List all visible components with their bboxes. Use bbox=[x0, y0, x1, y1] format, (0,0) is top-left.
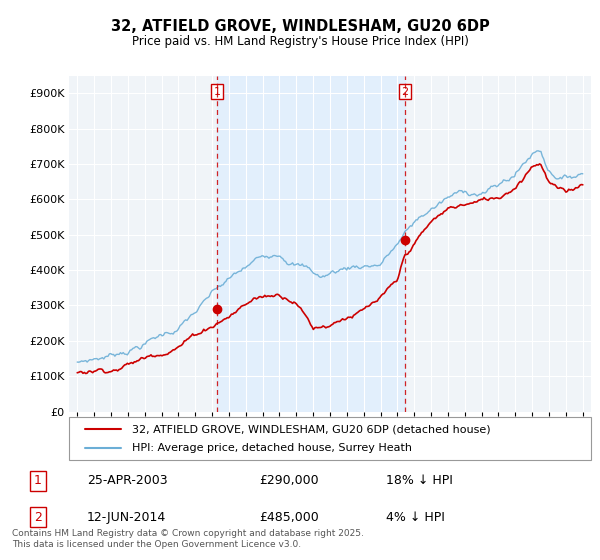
Text: 12-JUN-2014: 12-JUN-2014 bbox=[87, 511, 166, 524]
Text: £485,000: £485,000 bbox=[260, 511, 319, 524]
Text: £290,000: £290,000 bbox=[260, 474, 319, 487]
Text: 18% ↓ HPI: 18% ↓ HPI bbox=[386, 474, 453, 487]
Text: 1: 1 bbox=[214, 86, 221, 96]
FancyBboxPatch shape bbox=[69, 417, 591, 460]
Text: 32, ATFIELD GROVE, WINDLESHAM, GU20 6DP (detached house): 32, ATFIELD GROVE, WINDLESHAM, GU20 6DP … bbox=[131, 424, 490, 434]
Text: 2: 2 bbox=[34, 511, 42, 524]
Text: 1: 1 bbox=[34, 474, 42, 487]
Text: 32, ATFIELD GROVE, WINDLESHAM, GU20 6DP: 32, ATFIELD GROVE, WINDLESHAM, GU20 6DP bbox=[110, 18, 490, 34]
Text: Price paid vs. HM Land Registry's House Price Index (HPI): Price paid vs. HM Land Registry's House … bbox=[131, 35, 469, 48]
Text: HPI: Average price, detached house, Surrey Heath: HPI: Average price, detached house, Surr… bbox=[131, 444, 412, 453]
Bar bbox=[217, 76, 405, 412]
Text: 2: 2 bbox=[401, 86, 409, 96]
Text: 4% ↓ HPI: 4% ↓ HPI bbox=[386, 511, 445, 524]
Text: Contains HM Land Registry data © Crown copyright and database right 2025.
This d: Contains HM Land Registry data © Crown c… bbox=[12, 529, 364, 549]
Text: 25-APR-2003: 25-APR-2003 bbox=[87, 474, 167, 487]
